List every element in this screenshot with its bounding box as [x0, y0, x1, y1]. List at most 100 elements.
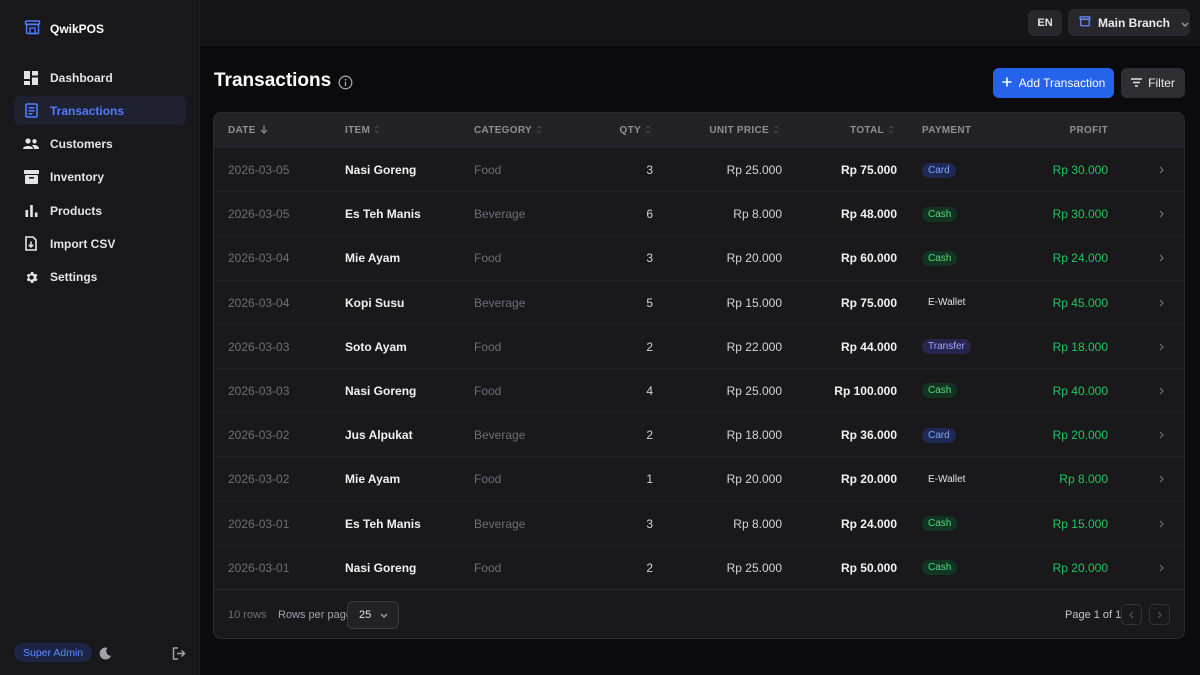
table-row[interactable]: 2026-03-02 Jus Alpukat Beverage 2 Rp 18.000 R…: [214, 413, 1184, 458]
rows-per-page-select[interactable]: 25: [347, 601, 399, 629]
cell-item: Es Teh Manis: [345, 207, 421, 222]
column-header-profit: PROFIT: [1014, 113, 1108, 148]
table-body: 2026-03-05 Nasi Goreng Food 3 Rp 25.000 Rp 75…: [214, 148, 1184, 590]
cell-qty: 5: [646, 295, 653, 310]
cell-item: Nasi Goreng: [345, 163, 417, 177]
add-transaction-label: Add Transaction: [1018, 76, 1106, 90]
cell-category: Beverage: [474, 428, 526, 443]
sidebar-item-transactions[interactable]: Transactions: [14, 96, 186, 126]
table-row[interactable]: 2026-03-03 Soto Ayam Food 2 Rp 22.000 Rp 44.0…: [214, 325, 1184, 369]
payment-badge: Cash: [922, 516, 958, 531]
sort-icon: [645, 125, 651, 137]
column-header-label: CATEGORY: [474, 125, 532, 136]
sidebar-item-label: Settings: [50, 270, 98, 285]
cell-item: Nasi Goreng: [345, 383, 417, 398]
chevron-right-icon: [1159, 296, 1164, 310]
cell-profit: Rp 40.000: [1052, 383, 1108, 398]
row-expand-button[interactable]: [1154, 192, 1168, 236]
table-row[interactable]: 2026-03-04 Kopi Susu Beverage 5 Rp 15.000 Rp …: [214, 281, 1184, 325]
chevron-right-icon: [1159, 163, 1164, 177]
sidebar-item-dashboard[interactable]: Dashboard: [14, 63, 186, 92]
table-row[interactable]: 2026-03-04 Mie Ayam Food 3 Rp 20.000 Rp 60.00…: [214, 236, 1184, 281]
cell-qty: 2: [646, 560, 653, 575]
cell-payment: Card: [922, 148, 1012, 192]
cell-date: 2026-03-02: [228, 472, 290, 487]
sidebar-item-customers[interactable]: Customers: [14, 130, 186, 159]
column-header-label: DATE: [228, 125, 256, 136]
column-header-total[interactable]: TOTAL: [794, 113, 894, 148]
row-expand-button[interactable]: [1154, 413, 1168, 457]
cell-qty: 3: [646, 251, 653, 266]
cell-profit: Rp 30.000: [1052, 163, 1108, 177]
branch-selector[interactable]: Main Branch: [1068, 9, 1190, 36]
app-name: QwikPOS: [50, 22, 105, 36]
next-page-button[interactable]: [1149, 604, 1170, 625]
info-icon[interactable]: [338, 75, 353, 90]
cell-qty: 2: [646, 428, 653, 443]
plus-icon: [1002, 76, 1012, 90]
column-header-qty[interactable]: QTY: [594, 113, 651, 148]
cell-category: Beverage: [474, 295, 526, 310]
cell-total: Rp 36.000: [840, 428, 897, 443]
column-header-label: ITEM: [345, 125, 371, 136]
previous-page-button[interactable]: [1121, 604, 1142, 625]
table-row[interactable]: 2026-03-05 Es Teh Manis Beverage 6 Rp 8.000 R…: [214, 192, 1184, 237]
row-expand-button[interactable]: [1154, 325, 1168, 369]
sidebar-item-products[interactable]: Products: [14, 196, 186, 225]
sidebar-item-import-csv[interactable]: Import CSV: [14, 229, 186, 258]
row-expand-button[interactable]: [1154, 148, 1168, 192]
cell-total: Rp 75.000: [840, 295, 897, 310]
sidebar-item-inventory[interactable]: Inventory: [14, 163, 186, 192]
row-expand-button[interactable]: [1154, 502, 1168, 546]
sort-icon: [536, 125, 542, 137]
chevron-right-icon: [1159, 472, 1164, 486]
cell-total: Rp 24.000: [840, 516, 897, 531]
row-expand-button[interactable]: [1154, 546, 1168, 590]
sidebar-item-label: Customers: [50, 137, 113, 152]
cell-total: Rp 60.000: [840, 251, 897, 266]
sidebar-nav: Dashboard Transactions Customers Invento…: [14, 63, 186, 296]
column-header-date[interactable]: DATE: [228, 113, 268, 148]
sort-icon: [374, 125, 380, 137]
cell-category: Food: [474, 472, 502, 487]
page-title: Transactions: [214, 70, 332, 91]
cell-payment: Card: [922, 413, 1012, 457]
column-header-item[interactable]: ITEM: [345, 113, 380, 148]
row-expand-button[interactable]: [1154, 457, 1168, 501]
payment-badge: Cash: [922, 250, 958, 266]
cell-item: Kopi Susu: [345, 295, 405, 310]
table-row[interactable]: 2026-03-05 Nasi Goreng Food 3 Rp 25.000 Rp 75…: [214, 148, 1184, 193]
row-expand-button[interactable]: [1154, 236, 1168, 280]
chevron-right-icon: [1159, 384, 1164, 398]
cell-unit-price: Rp 18.000: [726, 428, 782, 443]
column-header-label: UNIT PRICE: [709, 125, 769, 136]
brand[interactable]: QwikPOS: [24, 20, 104, 38]
theme-toggle-moon-icon[interactable]: [97, 645, 113, 661]
filter-button[interactable]: Filter: [1121, 68, 1185, 98]
column-header-category[interactable]: CATEGORY: [474, 113, 542, 148]
table-row[interactable]: 2026-03-01 Nasi Goreng Food 2 Rp 25.000 Rp 50…: [214, 546, 1184, 590]
row-expand-button[interactable]: [1154, 369, 1168, 413]
chevron-right-icon: [1159, 517, 1164, 531]
table-row[interactable]: 2026-03-03 Nasi Goreng Food 4 Rp 25.000 Rp 10…: [214, 369, 1184, 414]
filter-icon: [1131, 76, 1143, 90]
table-row[interactable]: 2026-03-01 Es Teh Manis Beverage 3 Rp 8.000 R…: [214, 502, 1184, 546]
rows-count: 10 rows: [228, 609, 267, 621]
chevron-right-icon: [1159, 428, 1164, 442]
cell-unit-price: Rp 20.000: [726, 251, 782, 266]
sidebar-item-settings[interactable]: Settings: [14, 263, 186, 292]
column-header-unit-price[interactable]: UNIT PRICE: [684, 113, 779, 148]
cell-qty: 2: [646, 339, 653, 354]
cell-category: Food: [474, 339, 502, 354]
cell-profit: Rp 30.000: [1052, 207, 1108, 222]
language-button[interactable]: EN: [1028, 10, 1062, 36]
cell-total: Rp 48.000: [840, 207, 897, 222]
cell-profit: Rp 45.000: [1052, 295, 1108, 310]
row-expand-button[interactable]: [1154, 281, 1168, 325]
table-row[interactable]: 2026-03-02 Mie Ayam Food 1 Rp 20.000 Rp 20.00…: [214, 457, 1184, 502]
cell-unit-price: Rp 8.000: [733, 516, 782, 531]
add-transaction-button[interactable]: Add Transaction: [993, 68, 1114, 98]
cell-item: Es Teh Manis: [345, 516, 421, 531]
logout-icon[interactable]: [171, 645, 187, 661]
payment-badge: E-Wallet: [928, 297, 966, 309]
